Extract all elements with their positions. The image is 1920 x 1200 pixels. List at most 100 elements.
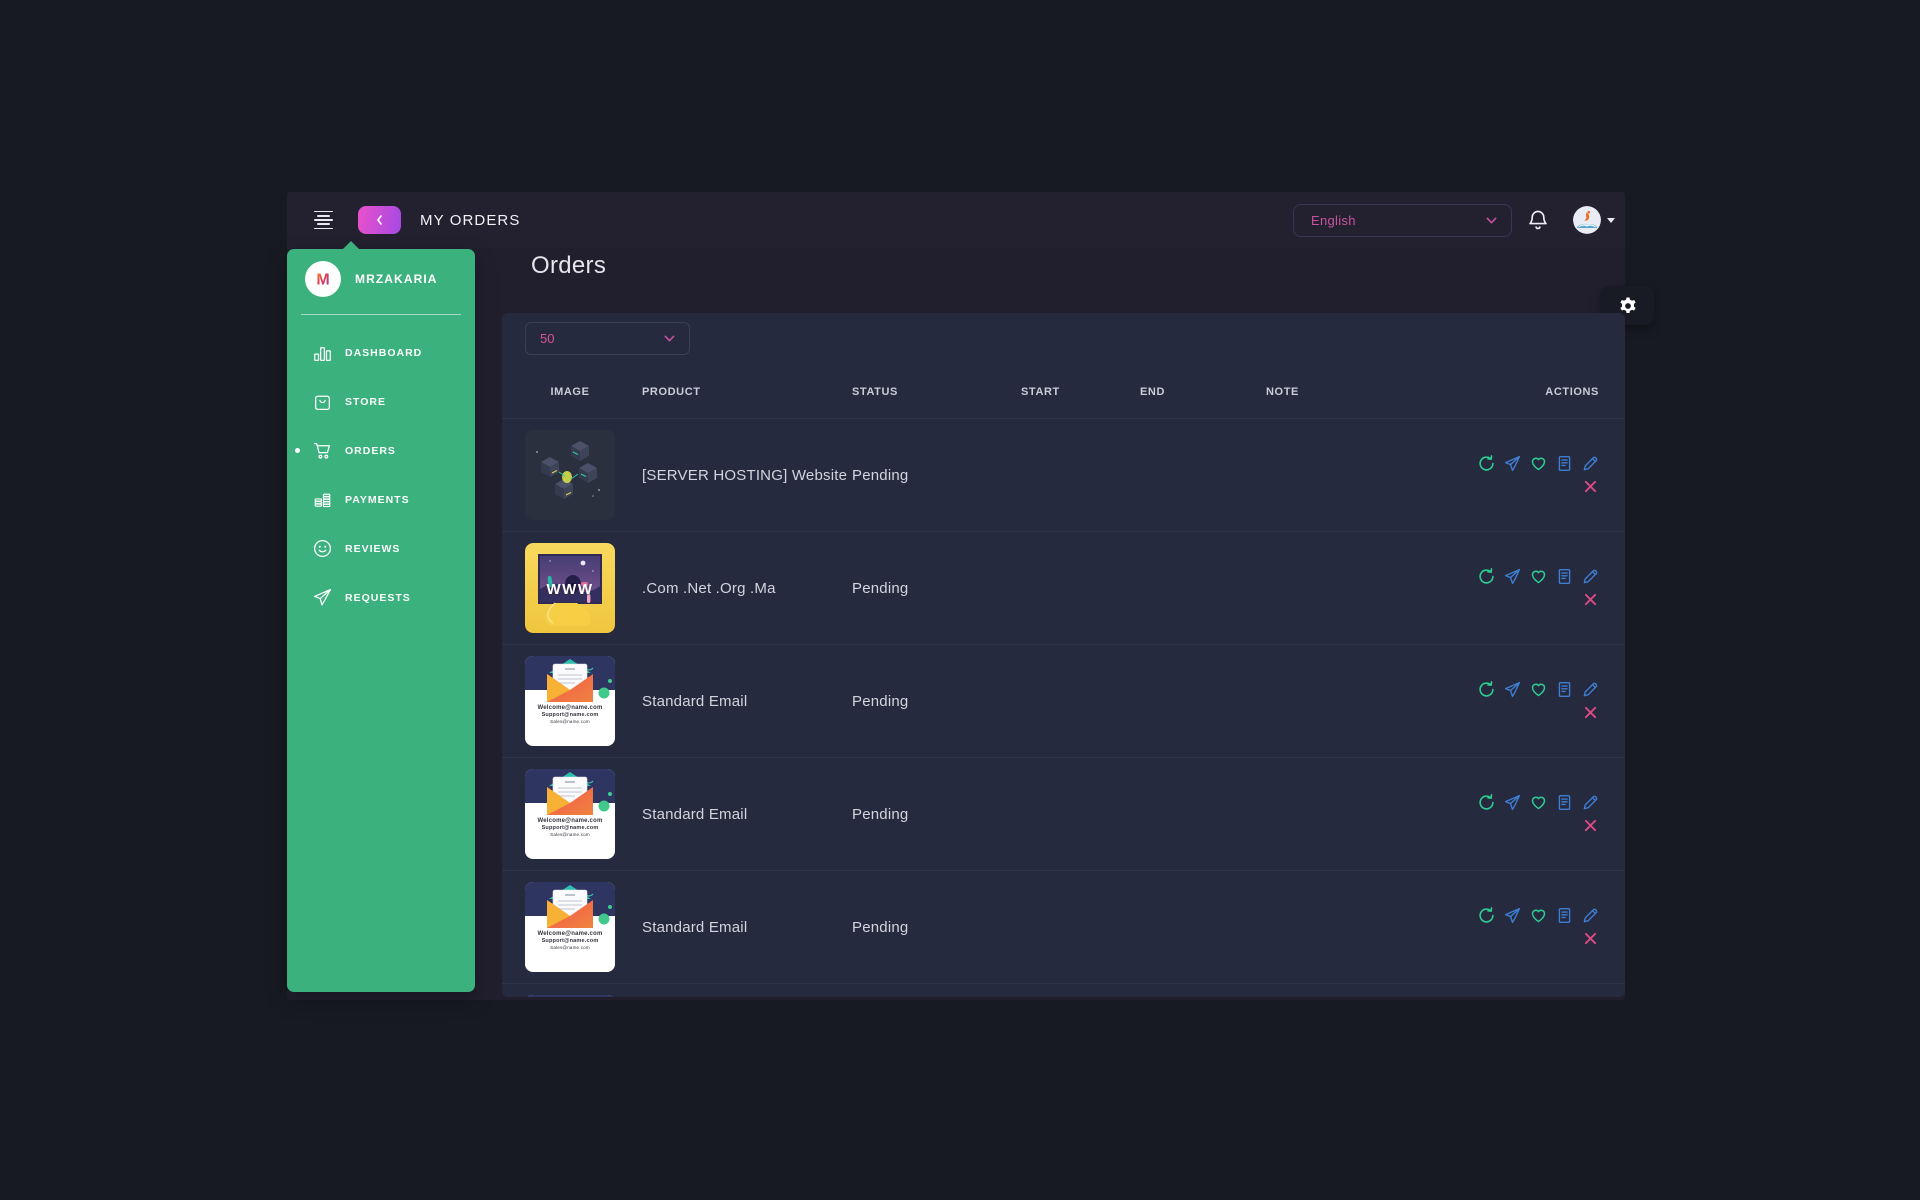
svg-text:M: M (316, 272, 329, 289)
sidebar-profile[interactable]: M MRZAKARIA (287, 249, 475, 301)
topbar: MY ORDERS English (287, 192, 1625, 248)
sidebar: M MRZAKARIA DASHBOARD STORE (287, 241, 475, 992)
sidebar-nav: DASHBOARD STORE ORDERS PAYMENTS (287, 315, 475, 622)
table-row: Welcome@name.com Support@name.com Sales@… (502, 870, 1625, 983)
send-icon[interactable] (1504, 568, 1521, 585)
product-thumbnail-email: Welcome@name.com Support@name.com Sales@… (525, 882, 615, 972)
actions-cell (1478, 794, 1599, 834)
invoice-icon[interactable] (1556, 568, 1573, 585)
column-header-status: STATUS (852, 386, 898, 398)
actions-cell (1478, 907, 1599, 947)
invoice-icon[interactable] (1556, 794, 1573, 811)
refresh-icon[interactable] (1478, 794, 1495, 811)
send-icon[interactable] (1504, 681, 1521, 698)
status-cell: Pending (852, 466, 909, 484)
sidebar-item-dashboard[interactable]: DASHBOARD (287, 328, 475, 377)
status-cell: Pending (852, 805, 909, 823)
edit-pencil-icon[interactable] (1582, 907, 1599, 924)
page-title: Orders (531, 252, 607, 279)
edit-pencil-icon[interactable] (1582, 794, 1599, 811)
favorite-heart-icon[interactable] (1530, 568, 1547, 585)
topbar-right: English (1293, 203, 1615, 237)
invoice-icon[interactable] (1556, 681, 1573, 698)
table-header-row: IMAGE PRODUCT STATUS START END NOTE ACTI… (502, 377, 1625, 407)
sidebar-divider (301, 314, 461, 315)
sidebar-item-reviews[interactable]: REVIEWS (287, 524, 475, 573)
notifications-bell-icon[interactable] (1527, 209, 1549, 231)
product-cell: Standard Email (642, 692, 748, 710)
refresh-icon[interactable] (1478, 907, 1495, 924)
refresh-icon[interactable] (1478, 455, 1495, 472)
sidebar-item-orders[interactable]: ORDERS (287, 426, 475, 475)
delete-x-icon[interactable] (1582, 478, 1599, 495)
invoice-icon[interactable] (1556, 907, 1573, 924)
send-icon[interactable] (1504, 907, 1521, 924)
shopping-bag-icon (312, 391, 333, 412)
actions-cell (1478, 568, 1599, 608)
actions-cell (1478, 455, 1599, 495)
delete-x-icon[interactable] (1582, 930, 1599, 947)
delete-x-icon[interactable] (1582, 591, 1599, 608)
table-row: Welcome@name.com Support@name.com Sales@… (502, 644, 1625, 757)
product-cell: .Com .Net .Org .Ma (642, 579, 776, 597)
column-header-note: NOTE (1266, 386, 1299, 398)
www-label: WWW (546, 581, 594, 598)
actions-cell (1478, 681, 1599, 721)
table-row-partial (502, 983, 1625, 997)
user-avatar[interactable] (1573, 206, 1601, 234)
delete-x-icon[interactable] (1582, 704, 1599, 721)
email-captions: Welcome@name.com Support@name.com Sales@… (537, 931, 603, 950)
refresh-icon[interactable] (1478, 681, 1495, 698)
chevron-left-icon (375, 214, 384, 226)
sidebar-username: MRZAKARIA (355, 272, 438, 286)
send-icon[interactable] (1504, 794, 1521, 811)
smiley-icon (312, 538, 333, 559)
avatar-caret-icon[interactable] (1607, 217, 1615, 223)
chevron-down-icon (1486, 216, 1497, 225)
favorite-heart-icon[interactable] (1530, 455, 1547, 472)
email-illustration (525, 656, 615, 704)
language-select[interactable]: English (1293, 203, 1512, 237)
column-header-actions: ACTIONS (1545, 386, 1599, 398)
menu-toggle-icon[interactable] (313, 210, 333, 230)
delete-x-icon[interactable] (1582, 817, 1599, 834)
sidebar-notch (343, 241, 359, 249)
product-cell: [SERVER HOSTING] Website (642, 466, 848, 484)
edit-pencil-icon[interactable] (1582, 455, 1599, 472)
favorite-heart-icon[interactable] (1530, 794, 1547, 811)
table-row: WWW .Com .Net .Org .Ma Pending (502, 531, 1625, 644)
table-body: [SERVER HOSTING] Website Pending (502, 418, 1625, 997)
column-header-start: START (1021, 386, 1060, 398)
favorite-heart-icon[interactable] (1530, 907, 1547, 924)
sidebar-item-requests[interactable]: REQUESTS (287, 573, 475, 622)
back-button[interactable] (358, 206, 401, 234)
edit-pencil-icon[interactable] (1582, 681, 1599, 698)
column-header-end: END (1140, 386, 1166, 398)
shopping-cart-icon (312, 440, 333, 461)
table-row: Welcome@name.com Support@name.com Sales@… (502, 757, 1625, 870)
user-logo-avatar: M (305, 261, 341, 297)
send-icon[interactable] (1504, 455, 1521, 472)
sidebar-item-payments[interactable]: PAYMENTS (287, 475, 475, 524)
product-cell: Standard Email (642, 918, 748, 936)
column-header-product: PRODUCT (642, 386, 701, 398)
main-content: Orders 50 IMAGE PRODUCT STATUS START END… (502, 248, 1654, 997)
favorite-heart-icon[interactable] (1530, 681, 1547, 698)
topbar-title: MY ORDERS (420, 211, 521, 229)
sidebar-item-store[interactable]: STORE (287, 377, 475, 426)
email-captions: Welcome@name.com Support@name.com Sales@… (537, 818, 603, 837)
product-thumbnail-server (525, 430, 615, 520)
status-cell: Pending (852, 692, 909, 710)
invoice-icon[interactable] (1556, 455, 1573, 472)
bar-chart-icon (312, 342, 333, 363)
product-thumbnail-domain: WWW (525, 543, 615, 633)
language-value: English (1311, 212, 1356, 228)
email-captions: Welcome@name.com Support@name.com Sales@… (537, 705, 603, 724)
email-illustration (525, 769, 615, 817)
active-indicator-dot (295, 448, 300, 453)
refresh-icon[interactable] (1478, 568, 1495, 585)
edit-pencil-icon[interactable] (1582, 568, 1599, 585)
app-window: MY ORDERS English M (287, 192, 1654, 1000)
page-size-select[interactable]: 50 (525, 322, 690, 355)
